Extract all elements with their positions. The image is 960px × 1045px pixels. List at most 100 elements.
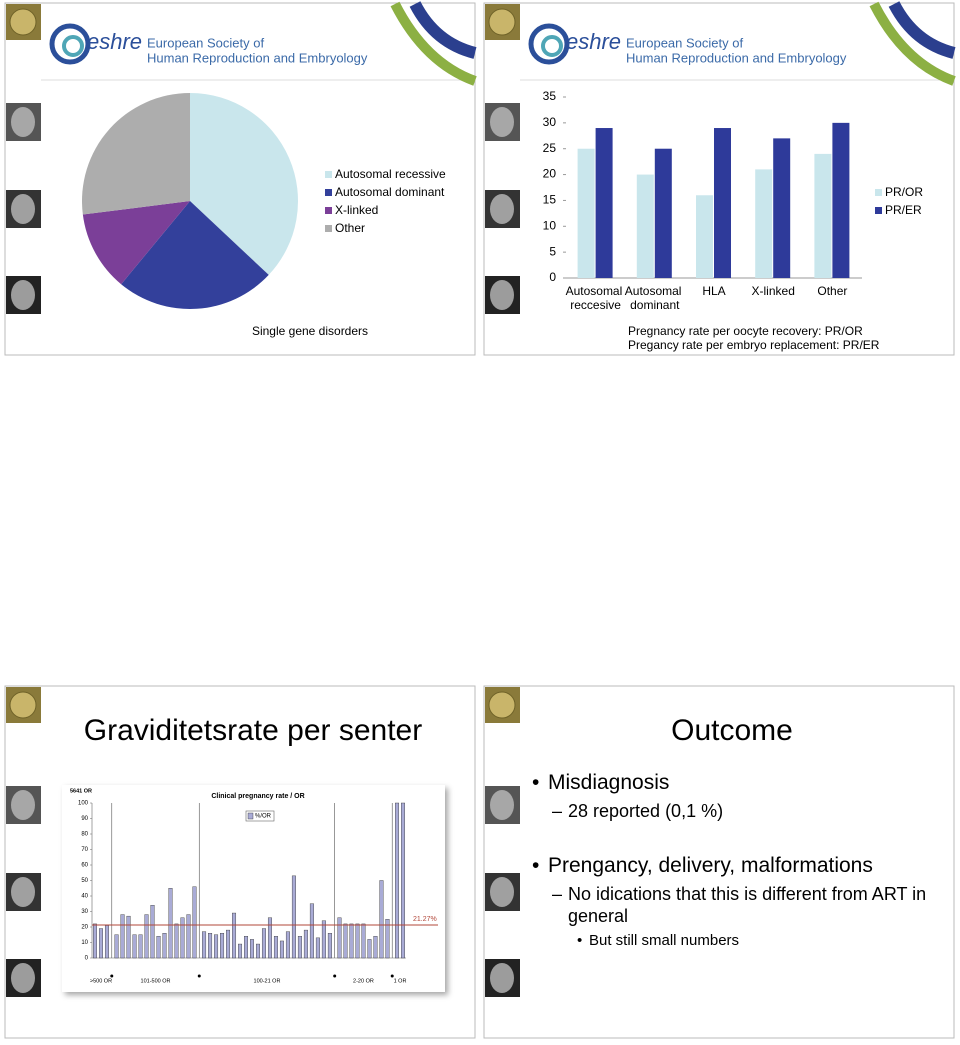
bar [192, 886, 197, 959]
group-label: 101-500 OR [141, 978, 171, 984]
logo-swirl [62, 35, 84, 57]
bar [104, 925, 109, 959]
pie-slice [190, 93, 298, 275]
sidebar-icon [11, 877, 35, 907]
bar [214, 934, 219, 959]
x-tick-line: Autosomal [566, 284, 626, 298]
sidebar-icon [11, 790, 35, 820]
bar [297, 936, 302, 959]
sub-sub-bullet: But still small numbers [589, 932, 740, 949]
bar [249, 939, 254, 959]
x-tick-label: Other [817, 284, 847, 298]
legend-swatch [247, 812, 254, 820]
bar [385, 919, 390, 959]
logo-mark: eshre [566, 29, 621, 54]
bar [367, 939, 372, 959]
bar [273, 936, 278, 959]
bar [309, 903, 314, 959]
bar [343, 923, 348, 959]
sidebar-icon [9, 691, 37, 719]
sidebar-icon [490, 877, 514, 907]
legend-label: Other [335, 221, 365, 235]
bar [186, 914, 191, 959]
group-marker [197, 974, 201, 978]
legend-swatch [875, 207, 882, 214]
x-tick-line: dominant [630, 298, 680, 312]
sidebar-icon [488, 8, 516, 36]
bar [337, 917, 342, 959]
y-tick-label: 60 [81, 863, 88, 869]
y-tick-label: 25 [543, 141, 557, 155]
logo-name: European Society of [626, 35, 743, 50]
y-tick-label: 20 [81, 925, 88, 931]
slide-title: Outcome [671, 714, 793, 747]
bar [267, 917, 272, 959]
bar [180, 917, 185, 959]
legend-label: Autosomal dominant [335, 185, 445, 199]
y-tick-label: 15 [543, 193, 557, 207]
y-tick-label: 80 [81, 832, 88, 838]
sidebar-icon [9, 8, 37, 36]
bar [315, 937, 320, 959]
group-marker [333, 974, 337, 978]
y-tick-label: 90 [81, 816, 88, 822]
bar [291, 875, 296, 959]
bar [577, 148, 595, 278]
bar [244, 936, 249, 959]
x-tick-label: X-linked [752, 284, 795, 298]
chart-title: Clinical pregnancy rate / OR [211, 793, 304, 800]
bar [379, 880, 384, 959]
chart-image [62, 785, 445, 992]
dash: – [552, 884, 563, 904]
bar [174, 923, 179, 959]
sidebar-icon [490, 194, 514, 224]
bar [832, 122, 850, 278]
sidebar-icon [490, 107, 514, 137]
bar [303, 929, 308, 959]
y-tick-label: 0 [85, 956, 89, 962]
sidebar-icon [11, 194, 35, 224]
legend-swatch [325, 171, 332, 178]
group-label: 2-20 OR [353, 978, 374, 984]
bar [395, 802, 400, 959]
y-tick-label: 70 [81, 847, 88, 853]
legend-label: Autosomal recessive [335, 167, 446, 181]
logo-swirl [528, 23, 570, 65]
group-marker [390, 974, 394, 978]
y-tick-label: 50 [81, 878, 88, 884]
legend-label: PR/ER [885, 203, 922, 217]
bar [755, 169, 773, 278]
logo-name: Human Reproduction and Embryology [626, 50, 847, 65]
corner-swirl [888, 1, 956, 59]
x-tick-label: Autosomal reccesive [566, 284, 626, 312]
bar [654, 148, 672, 278]
x-tick-line: Autosomal [625, 284, 685, 298]
reference-label: 21.27% [413, 916, 437, 923]
bar [114, 934, 119, 959]
sidebar-icon [490, 280, 514, 310]
sidebar-icon [11, 107, 35, 137]
bar [232, 912, 237, 959]
bar [401, 802, 406, 959]
legend-swatch [325, 225, 332, 232]
dot: • [577, 932, 583, 949]
bar [150, 905, 155, 959]
sidebar-icon [11, 280, 35, 310]
slide-frame [483, 685, 955, 1039]
legend-box [245, 810, 275, 822]
dot: • [532, 854, 540, 877]
dash: – [552, 801, 563, 821]
y-tick-label: 40 [81, 894, 88, 900]
bar [220, 933, 225, 959]
y-tick-label: 5 [549, 244, 556, 258]
bar [279, 940, 284, 959]
sub-bullet: No idications that this is different fro… [568, 884, 927, 926]
logo-name: Human Reproduction and Embryology [147, 50, 368, 65]
bar [156, 936, 161, 959]
bar [696, 195, 713, 278]
bar [162, 933, 167, 959]
bar [202, 931, 207, 959]
legend-label: X-linked [335, 203, 378, 217]
y-tick-label: 10 [81, 940, 88, 946]
x-tick-label: Autosomal dominant [625, 284, 685, 312]
